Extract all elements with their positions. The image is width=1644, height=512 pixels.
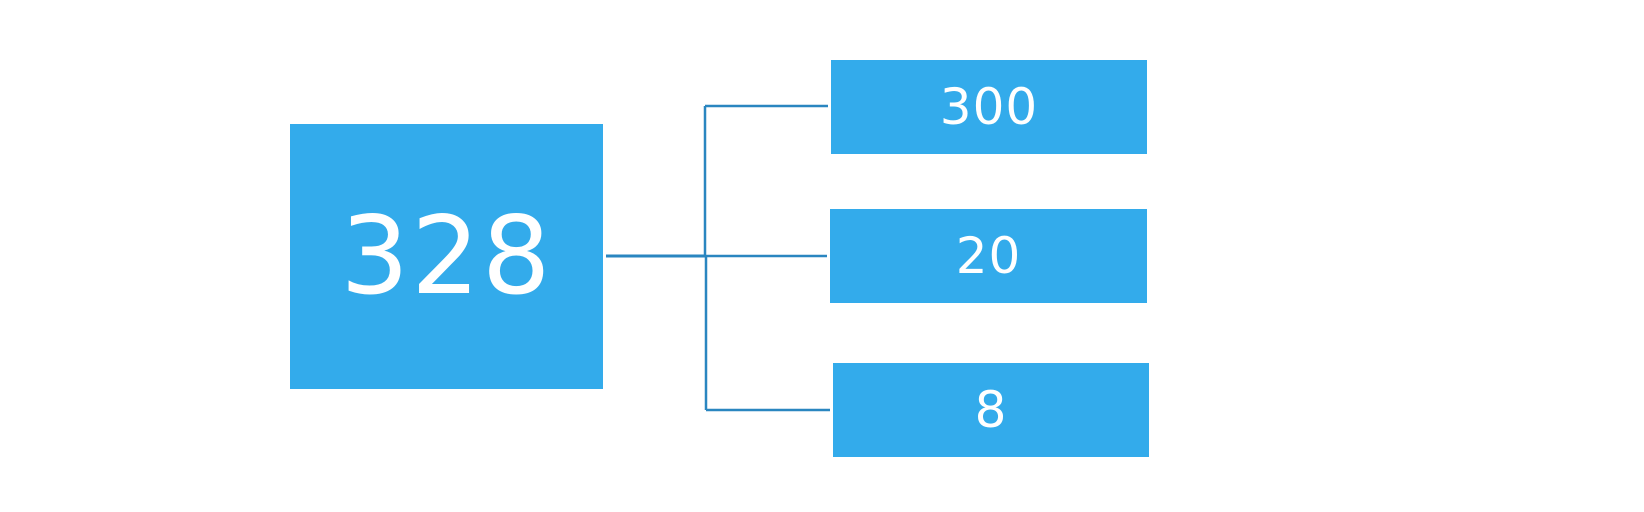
child-node-box-3: 8: [833, 363, 1149, 457]
child-node-box-1: 300: [831, 60, 1147, 154]
root-node-box: 328: [290, 124, 603, 389]
child-node-value-2: 20: [955, 227, 1022, 285]
child-node-value-3: 8: [974, 381, 1008, 439]
child-node-value-1: 300: [939, 78, 1039, 136]
root-node-value: 328: [340, 194, 553, 319]
child-node-box-2: 20: [830, 209, 1147, 303]
